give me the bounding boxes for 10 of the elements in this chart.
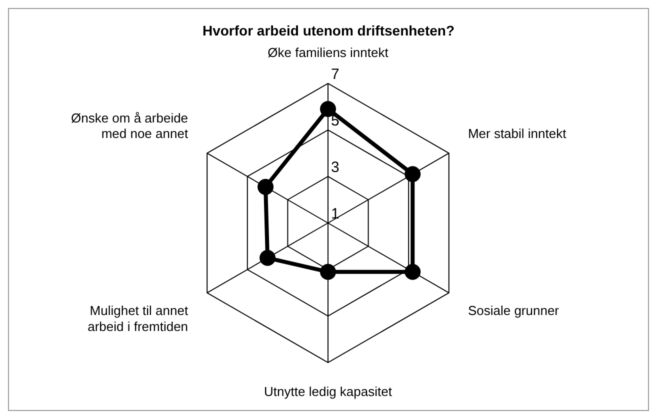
y-tick-label: 1	[331, 206, 340, 223]
spoke-label: Øke familiens inntekt	[268, 45, 389, 60]
chart-title: Hvorfor arbeid utenom driftsenheten?	[202, 22, 455, 38]
spoke-label: Mer stabil inntekt	[468, 126, 567, 141]
spoke-label: Ønske om å arbeide med noe annet	[70, 110, 188, 141]
spoke-label: Mulighet til annet arbeid i fremtiden	[88, 303, 188, 334]
y-tick-label: 7	[331, 66, 340, 84]
spoke-label: Utnytte ledig kapasitet	[264, 384, 392, 399]
spoke-label: Sosiale grunner	[468, 303, 560, 318]
y-tick-label: 3	[331, 159, 340, 176]
